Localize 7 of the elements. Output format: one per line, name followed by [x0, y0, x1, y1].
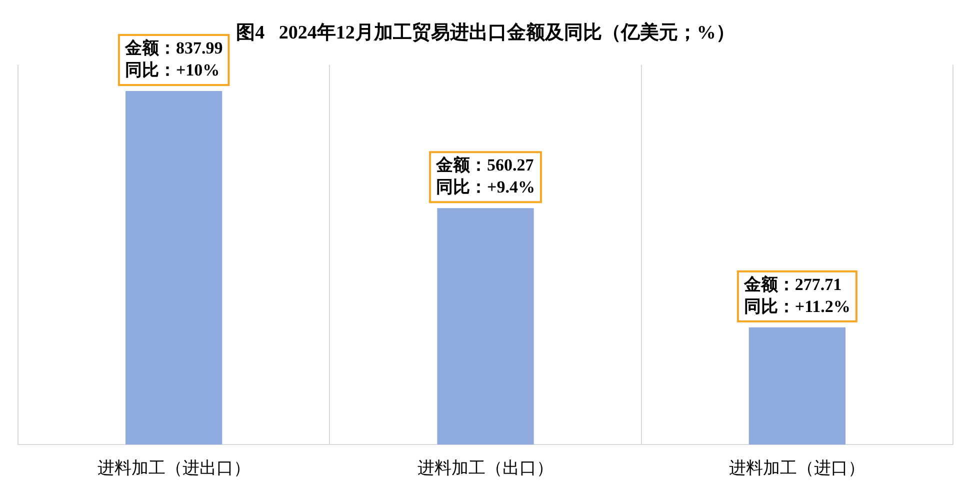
x-tick-label: 进料加工（进出口）	[97, 458, 250, 478]
x-tick-label: 进料加工（出口）	[418, 458, 554, 478]
data-label: 金额：560.27 同比：+9.4%	[435, 156, 535, 197]
x-tick-label: 进料加工（进口）	[729, 458, 866, 478]
data-label: 金额：837.99 同比：+10%	[124, 38, 223, 80]
data-label: 金额：277.71 同比：+11.2%	[742, 274, 850, 316]
chart-title: 图4 2024年12月加工贸易进出口金额及同比（亿美元；%）	[236, 21, 735, 44]
